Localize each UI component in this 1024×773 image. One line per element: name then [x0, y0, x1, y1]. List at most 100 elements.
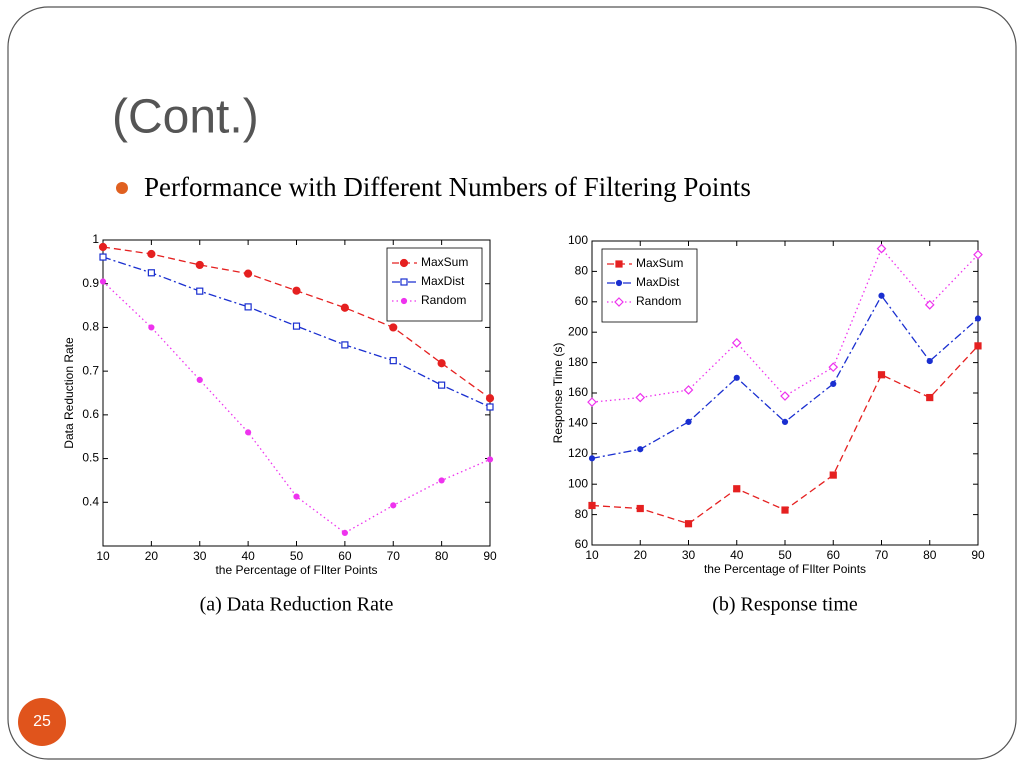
data-point	[781, 418, 789, 425]
data-point	[389, 357, 397, 365]
data-point	[828, 362, 839, 373]
page-badge	[18, 698, 66, 746]
y-tick-label: 80	[575, 264, 589, 278]
y-tick-label: 80	[575, 507, 589, 521]
chart-caption: (a) Data Reduction Rate	[200, 594, 394, 616]
legend-label: MaxSum	[421, 255, 468, 269]
legend-label: Random	[421, 293, 466, 307]
data-point	[98, 242, 108, 252]
data-point	[244, 303, 252, 311]
y-tick-label: 0.5	[82, 451, 99, 465]
x-axis-label: the Percentage of FIlter Points	[704, 562, 866, 576]
x-tick-label: 70	[875, 548, 889, 562]
data-point	[147, 269, 155, 277]
x-tick-label: 30	[682, 548, 696, 562]
x-tick-label: 20	[145, 549, 159, 563]
data-point	[293, 493, 300, 500]
data-point	[733, 374, 740, 381]
data-point	[635, 392, 646, 403]
chart-caption: (b) Response time	[712, 594, 858, 616]
data-point	[974, 342, 982, 350]
data-point	[390, 502, 397, 509]
data-point	[341, 529, 348, 536]
data-point	[780, 391, 790, 401]
data-point	[195, 260, 204, 270]
data-point	[244, 269, 253, 278]
data-point	[588, 501, 596, 510]
series-line	[102, 256, 491, 408]
y-tick-label: 180	[568, 355, 588, 369]
data-point	[731, 337, 742, 348]
data-point	[245, 429, 252, 436]
data-point	[924, 299, 935, 310]
series-line	[102, 281, 491, 534]
legend-marker	[400, 297, 408, 305]
x-tick-label: 90	[483, 549, 497, 563]
data-point	[485, 394, 495, 403]
data-point	[587, 397, 597, 407]
data-point	[438, 381, 446, 389]
x-tick-label: 10	[96, 549, 110, 563]
x-tick-label: 50	[290, 549, 304, 563]
y-tick-label: 200	[568, 324, 588, 338]
data-point	[926, 357, 933, 365]
y-tick-label: 100	[568, 476, 588, 490]
data-point	[196, 287, 204, 295]
bullet-dot	[116, 182, 128, 194]
y-tick-label: 60	[575, 537, 589, 551]
x-tick-label: 60	[827, 548, 841, 562]
x-tick-label: 60	[338, 549, 352, 563]
legend-marker	[615, 260, 623, 268]
x-tick-label: 30	[193, 549, 207, 563]
x-tick-label: 80	[923, 548, 937, 562]
y-tick-label: 0.6	[82, 407, 99, 421]
legend-marker	[400, 278, 408, 286]
data-point	[974, 315, 982, 322]
x-tick-label: 90	[971, 548, 985, 562]
y-tick-label: 160	[568, 385, 588, 399]
data-point	[781, 506, 789, 514]
y-tick-label: 0.4	[82, 494, 99, 508]
data-point	[637, 446, 644, 453]
legend-label: Random	[636, 294, 681, 308]
data-point	[486, 456, 494, 463]
legend-label: MaxSum	[636, 256, 683, 270]
data-point	[733, 485, 741, 493]
x-tick-label: 50	[778, 548, 792, 562]
y-tick-label: 1	[92, 232, 99, 246]
y-tick-label: 0.8	[82, 320, 99, 334]
data-point	[148, 324, 155, 331]
y-axis-label: Response Time (s)	[551, 343, 565, 444]
data-point	[683, 385, 694, 395]
data-point	[99, 253, 107, 261]
data-point	[389, 323, 398, 332]
data-point	[438, 477, 445, 484]
data-point	[588, 455, 596, 462]
data-point	[340, 303, 349, 312]
data-point	[341, 341, 349, 349]
y-tick-label: 100	[568, 233, 588, 247]
y-tick-label: 140	[568, 416, 588, 430]
data-point	[486, 403, 494, 411]
y-tick-label: 60	[575, 294, 589, 308]
data-point	[878, 292, 885, 299]
slide-title: (Cont.)	[112, 91, 259, 144]
data-point	[292, 286, 301, 295]
x-tick-label: 20	[634, 548, 648, 562]
data-point	[877, 371, 886, 379]
y-tick-label: 0.7	[82, 363, 99, 377]
data-point	[876, 243, 887, 254]
data-point	[147, 249, 156, 259]
data-point	[196, 376, 203, 383]
legend-marker	[615, 279, 623, 287]
page-number: 25	[33, 713, 51, 730]
legend-label: MaxDist	[421, 274, 465, 288]
data-point	[684, 520, 693, 528]
bullet-text: Performance with Different Numbers of Fi…	[144, 172, 751, 202]
data-point	[830, 380, 837, 387]
x-tick-label: 40	[241, 549, 255, 563]
data-point	[292, 322, 301, 330]
data-point	[636, 504, 644, 513]
data-point	[973, 249, 983, 260]
data-point	[829, 471, 837, 479]
